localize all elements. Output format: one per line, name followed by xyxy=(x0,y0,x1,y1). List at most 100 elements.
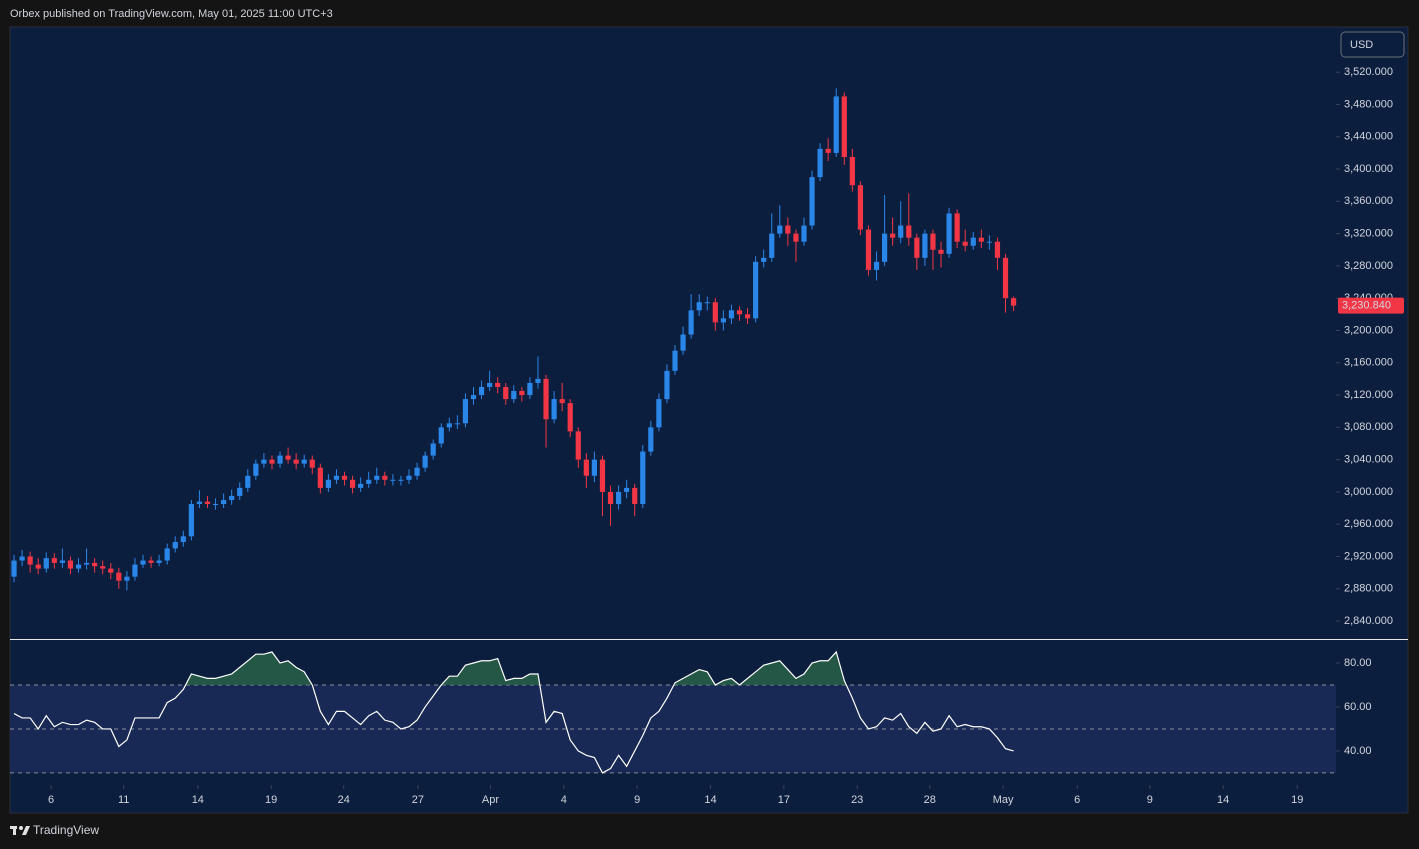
candle-body xyxy=(575,431,581,460)
candle-body xyxy=(761,257,767,262)
x-tick-label: 14 xyxy=(704,794,716,806)
candle-body xyxy=(333,475,340,480)
candle-body xyxy=(301,459,307,464)
candle-body xyxy=(672,350,678,371)
y-tick-label: 3,320.000 xyxy=(1344,228,1393,240)
y-tick-label: 2,960.000 xyxy=(1344,518,1393,530)
candle-body xyxy=(978,237,984,242)
candle-body xyxy=(462,399,469,424)
y-tick-label: 3,160.000 xyxy=(1344,357,1393,369)
candle-body xyxy=(212,504,219,506)
candle-body xyxy=(188,504,194,537)
candle-body xyxy=(591,459,598,476)
candle-body xyxy=(382,475,388,480)
candle-body xyxy=(261,459,267,464)
x-tick-label: 14 xyxy=(1217,794,1229,806)
candle-body xyxy=(390,479,396,481)
candles xyxy=(11,88,1017,591)
candle-body xyxy=(495,382,501,387)
x-tick-label: 14 xyxy=(192,794,204,806)
candle-body xyxy=(607,491,614,505)
candle-body xyxy=(108,568,114,573)
candle-body xyxy=(140,560,146,565)
candle-body xyxy=(769,233,775,258)
candle-body xyxy=(986,241,992,243)
candle-body xyxy=(92,562,98,567)
y-tick-label: 3,080.000 xyxy=(1344,421,1393,433)
candle-body xyxy=(906,225,912,238)
y-tick-label: 3,520.000 xyxy=(1344,66,1393,78)
candle-body xyxy=(712,302,718,323)
candle-body xyxy=(245,475,251,488)
candle-body xyxy=(583,459,589,476)
currency-button[interactable] xyxy=(1340,31,1405,58)
candle-body xyxy=(736,310,743,315)
candle-body xyxy=(325,479,332,488)
candle-body xyxy=(753,261,759,319)
candle-body xyxy=(27,556,33,565)
candle-body xyxy=(559,399,565,404)
candle-body xyxy=(777,225,783,234)
candle-body xyxy=(793,233,799,242)
x-tick-label: 24 xyxy=(338,794,350,806)
x-tick-label: 23 xyxy=(851,794,863,806)
candle-body xyxy=(358,483,364,488)
candle-body xyxy=(19,556,25,561)
candle-body xyxy=(954,213,960,242)
candle-body xyxy=(696,302,702,311)
candle-body xyxy=(309,459,315,468)
y-tick-label: 2,880.000 xyxy=(1344,583,1393,595)
candle-body xyxy=(511,391,517,400)
y-tick-label: 3,120.000 xyxy=(1344,389,1393,401)
candle-body xyxy=(269,459,275,464)
candle-body xyxy=(543,378,549,420)
candle-body xyxy=(164,548,170,561)
candle-body xyxy=(551,399,557,420)
y-tick-label: 3,360.000 xyxy=(1344,195,1393,207)
candle-body xyxy=(624,487,630,492)
candle-body xyxy=(341,475,348,480)
candle-body xyxy=(414,467,420,476)
candle-body xyxy=(478,386,485,396)
y-tick-label: 2,840.000 xyxy=(1344,615,1393,627)
candle-body xyxy=(366,479,372,484)
candle-body xyxy=(615,491,622,505)
x-tick-label: May xyxy=(993,794,1014,806)
candle-body xyxy=(124,576,130,581)
publisher: Orbex published on TradingView.com, May … xyxy=(10,8,333,20)
candle-body xyxy=(914,237,920,258)
candle-body xyxy=(503,386,509,400)
candle-body xyxy=(873,261,880,270)
candle-body xyxy=(100,566,106,569)
candle-body xyxy=(237,487,243,496)
candle-body xyxy=(83,562,90,565)
candle-body xyxy=(293,459,299,464)
candle-body xyxy=(567,403,573,432)
candle-body xyxy=(817,148,823,178)
candle-body xyxy=(487,382,493,387)
candle-body xyxy=(204,501,211,505)
brand-logo xyxy=(10,826,30,835)
candle-body xyxy=(527,382,533,396)
candle-body xyxy=(11,560,17,577)
candle-body xyxy=(744,314,751,319)
candle-body xyxy=(156,560,162,563)
candle-body xyxy=(196,501,203,505)
x-tick-label: 27 xyxy=(412,794,424,806)
x-tick-label: 17 xyxy=(778,794,790,806)
y-tick-label: 80.00 xyxy=(1344,657,1372,669)
y-tick-label: 2,920.000 xyxy=(1344,550,1393,562)
candle-body xyxy=(664,370,670,400)
candle-body xyxy=(801,225,807,242)
candle-body xyxy=(446,423,452,428)
candle-body xyxy=(51,558,57,563)
candle-body xyxy=(841,96,847,157)
candle-body xyxy=(825,148,831,153)
x-tick-label: 6 xyxy=(48,794,54,806)
currency: USD xyxy=(1350,39,1373,51)
candle-body xyxy=(172,541,178,549)
candle-body xyxy=(857,185,864,230)
x-tick-label: 19 xyxy=(1291,794,1303,806)
